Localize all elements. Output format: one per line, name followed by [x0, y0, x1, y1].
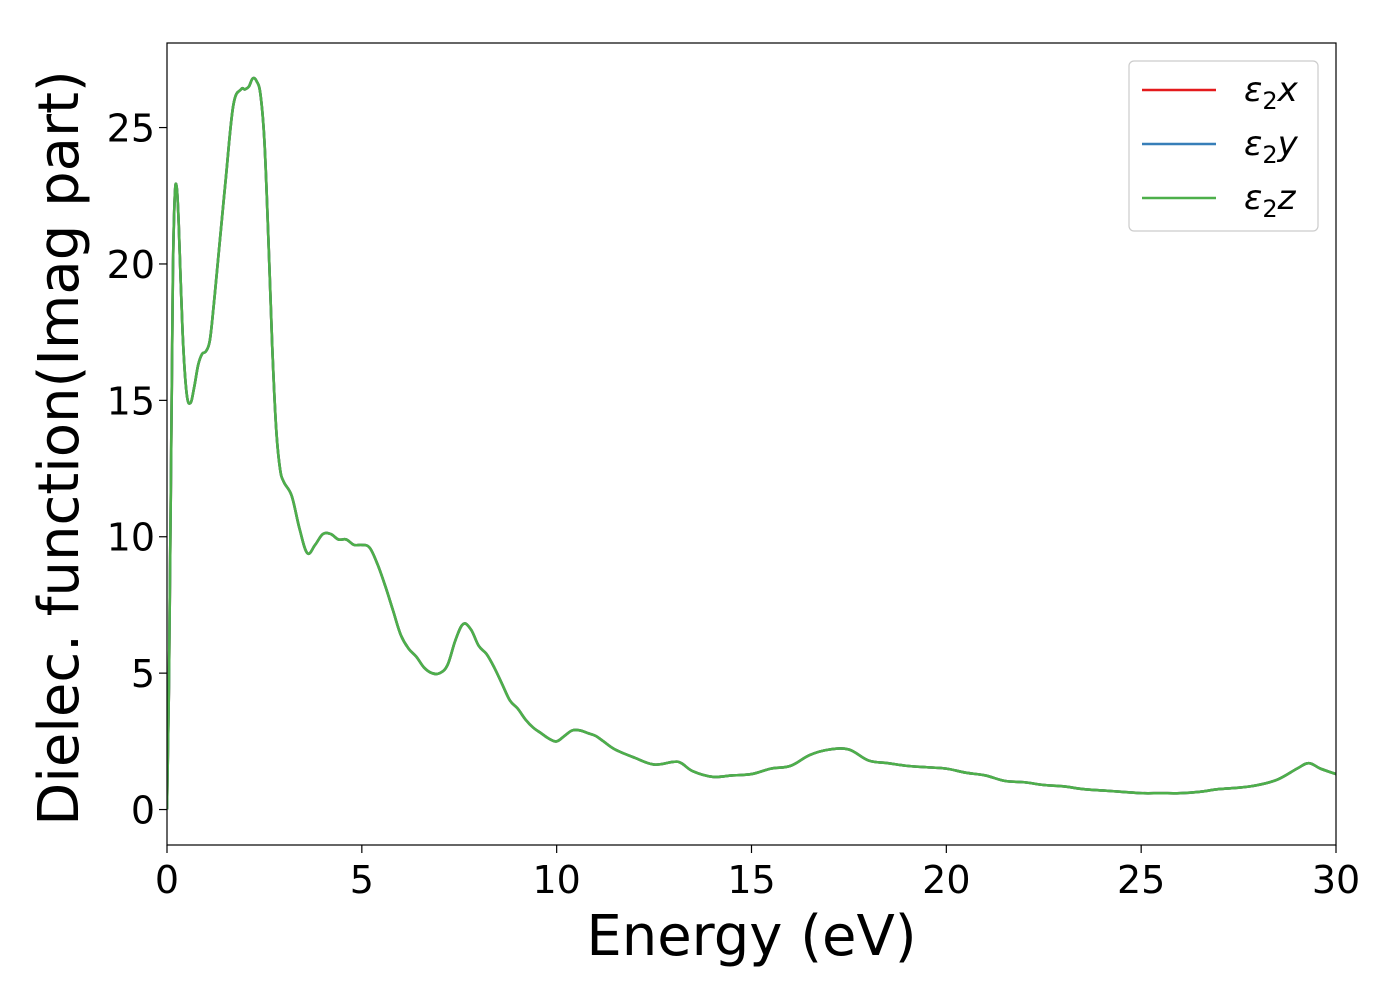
series-line-3 — [167, 76, 1336, 810]
legend-box — [1128, 60, 1319, 232]
x-tick-label: 20 — [922, 858, 970, 902]
x-tick-label: 10 — [532, 858, 580, 902]
legend-entry-3: ε2z — [1244, 178, 1297, 223]
x-tick-label: 5 — [350, 858, 374, 902]
y-tick-label: 0 — [131, 789, 155, 833]
x-axis-label: Energy (eV) — [586, 904, 916, 969]
y-tick-label: 20 — [107, 243, 155, 287]
plot-lines — [167, 76, 1336, 810]
y-tick-label: 15 — [107, 379, 155, 423]
legend: ε2x ε2y ε2z — [1128, 60, 1319, 232]
y-tick-label: 25 — [107, 107, 155, 151]
legend-entry-1: ε2x — [1244, 70, 1299, 115]
x-tick-label: 0 — [155, 858, 179, 902]
x-tick-label: 30 — [1312, 858, 1360, 902]
y-axis-ticks: 0 5 10 15 20 25 — [107, 107, 167, 833]
y-axis-label: Dielec. function(Imag part) — [27, 70, 92, 826]
x-axis-ticks: 0 5 10 15 20 25 30 — [155, 845, 1360, 902]
y-tick-label: 5 — [131, 652, 155, 696]
legend-entry-2: ε2y — [1244, 124, 1299, 169]
x-tick-label: 15 — [727, 858, 775, 902]
y-tick-label: 10 — [107, 516, 155, 560]
x-tick-label: 25 — [1117, 858, 1165, 902]
